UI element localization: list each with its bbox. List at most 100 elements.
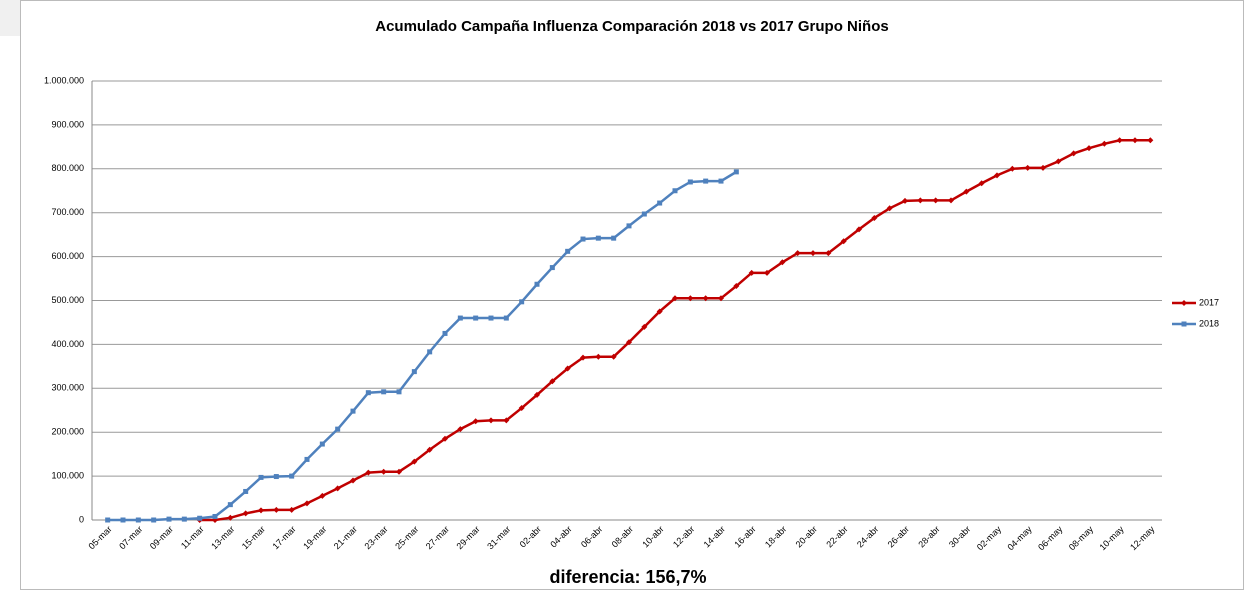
marker (488, 417, 494, 424)
marker (427, 349, 433, 355)
marker (442, 330, 448, 336)
marker (1116, 137, 1123, 144)
marker (748, 269, 755, 276)
marker (288, 506, 295, 513)
marker (1070, 150, 1077, 157)
marker (534, 281, 540, 287)
marker (580, 236, 586, 242)
marker (856, 226, 862, 233)
marker (1181, 300, 1187, 306)
marker (641, 211, 647, 217)
marker (549, 378, 556, 385)
marker (151, 517, 157, 523)
marker (810, 250, 816, 257)
marker (273, 506, 280, 513)
marker (718, 178, 724, 184)
marker (120, 517, 126, 523)
window-strip (0, 0, 20, 36)
marker (227, 514, 234, 521)
marker (473, 315, 479, 321)
y-tick-label: 1.000.000 (44, 75, 84, 85)
y-tick-label: 400.000 (51, 339, 84, 349)
marker (549, 265, 555, 271)
y-tick-label: 600.000 (51, 251, 84, 261)
marker (672, 188, 678, 194)
marker (411, 458, 418, 465)
marker (243, 488, 249, 494)
marker (871, 214, 878, 221)
marker (610, 353, 617, 360)
marker (350, 408, 356, 414)
marker (718, 295, 724, 302)
marker (672, 295, 678, 302)
marker (319, 492, 326, 499)
marker (350, 477, 356, 484)
marker (457, 426, 464, 433)
marker (565, 248, 571, 254)
marker (212, 513, 218, 519)
marker (365, 469, 372, 476)
marker (166, 516, 172, 522)
marker (932, 197, 939, 204)
marker (1181, 321, 1187, 327)
marker (334, 485, 341, 492)
marker (442, 435, 448, 442)
marker (733, 283, 740, 290)
marker (380, 468, 387, 475)
y-tick-label: 900.000 (51, 119, 84, 129)
y-tick-label: 200.000 (51, 427, 84, 437)
marker (687, 295, 694, 302)
legend-label: 2018 (1199, 318, 1219, 328)
marker (595, 235, 601, 241)
marker (1055, 158, 1062, 165)
marker (779, 259, 786, 266)
chart-title: Acumulado Campaña Influenza Comparación … (375, 18, 888, 35)
marker (1040, 164, 1046, 171)
marker (258, 507, 264, 514)
marker (687, 179, 693, 185)
y-tick-label: 100.000 (51, 470, 84, 480)
marker (503, 315, 509, 321)
y-tick-label: 700.000 (51, 207, 84, 217)
marker (564, 365, 571, 372)
marker (764, 269, 770, 276)
marker (457, 315, 463, 321)
marker (396, 468, 402, 475)
marker (335, 426, 341, 432)
marker (197, 515, 203, 521)
marker (886, 205, 893, 212)
marker (289, 473, 295, 479)
marker (626, 339, 632, 346)
marker (1024, 164, 1031, 171)
marker (1086, 145, 1092, 152)
marker (105, 517, 111, 523)
marker (273, 474, 279, 480)
marker (948, 197, 954, 204)
marker (518, 405, 525, 412)
y-tick-label: 800.000 (51, 163, 84, 173)
marker (595, 353, 602, 360)
y-tick-label: 300.000 (51, 383, 84, 393)
marker (917, 197, 924, 204)
marker (1009, 165, 1016, 172)
legend-label: 2017 (1199, 297, 1219, 307)
marker (641, 323, 648, 330)
marker (656, 308, 663, 315)
marker (411, 369, 417, 375)
marker (181, 516, 187, 522)
marker (794, 250, 801, 257)
marker (319, 441, 325, 447)
marker (902, 197, 908, 204)
marker (702, 295, 709, 302)
y-tick-label: 0 (79, 514, 84, 524)
marker (657, 200, 663, 206)
marker (227, 502, 233, 508)
marker (703, 178, 709, 184)
marker (258, 474, 264, 480)
marker (611, 235, 617, 241)
marker (365, 390, 371, 396)
marker (1147, 137, 1154, 144)
marker (519, 299, 525, 305)
